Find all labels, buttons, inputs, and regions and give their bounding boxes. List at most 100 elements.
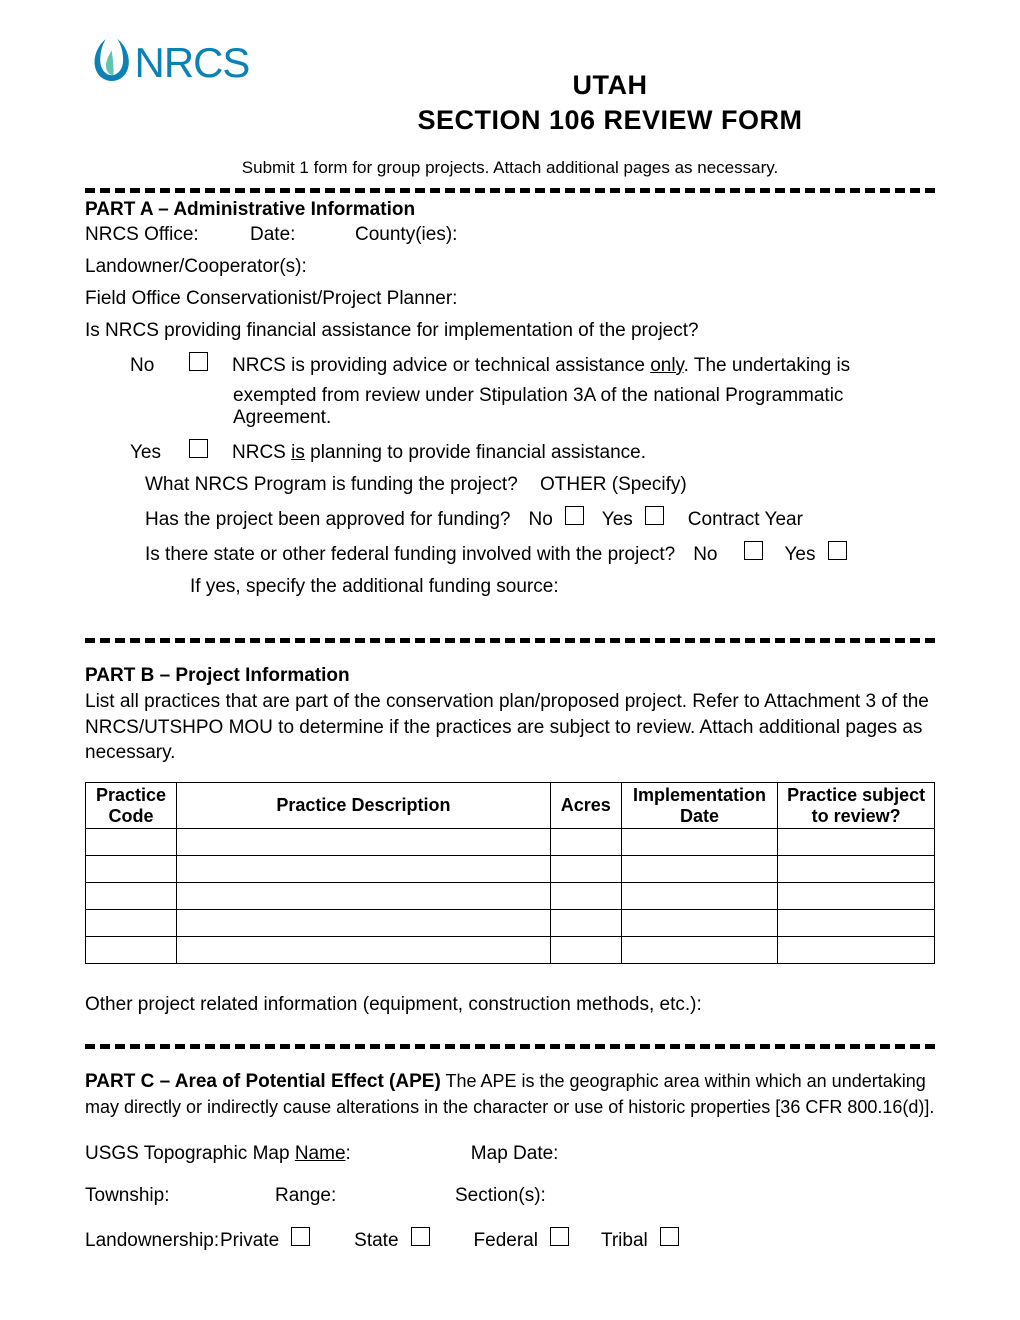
label-tribal: Tribal	[601, 1230, 648, 1252]
label-state: State	[354, 1230, 398, 1252]
label-landowner: Landowner/Cooperator(s):	[85, 256, 307, 278]
table-cell[interactable]	[176, 883, 550, 910]
label-federal: Federal	[474, 1230, 538, 1252]
table-cell[interactable]	[621, 829, 778, 856]
checkbox-federal[interactable]	[550, 1227, 569, 1246]
label-approved-q: Has the project been approved for fundin…	[145, 509, 510, 531]
th-acres: Acres	[550, 782, 621, 828]
divider	[85, 638, 935, 643]
table-cell[interactable]	[176, 910, 550, 937]
table-row	[86, 829, 935, 856]
row-landownership: Landownership: Private State Federal Tri…	[85, 1227, 935, 1252]
row-township: Township: Range: Section(s):	[85, 1185, 935, 1207]
row-no-option-2: exempted from review under Stipulation 3…	[233, 385, 935, 429]
checkbox-tribal[interactable]	[660, 1227, 679, 1246]
svg-text:NRCS: NRCS	[135, 39, 250, 86]
table-cell[interactable]	[550, 910, 621, 937]
label-approved-no: No	[528, 509, 552, 531]
th-date: Implementation Date	[621, 782, 778, 828]
table-cell[interactable]	[176, 856, 550, 883]
label-usgs: USGS Topographic Map Name:	[85, 1143, 351, 1165]
table-cell[interactable]	[86, 910, 177, 937]
checkbox-private[interactable]	[291, 1227, 310, 1246]
th-code: Practice Code	[86, 782, 177, 828]
part-b-other: Other project related information (equip…	[85, 992, 935, 1018]
yes-text: NRCS is planning to provide financial as…	[232, 442, 646, 464]
label-county: County(ies):	[355, 224, 457, 246]
label-contract-year: Contract Year	[688, 509, 803, 531]
th-desc: Practice Description	[176, 782, 550, 828]
no-text: NRCS is providing advice or technical as…	[232, 355, 850, 377]
checkbox-statefund-yes[interactable]	[828, 541, 847, 560]
checkbox-approved-yes[interactable]	[645, 506, 664, 525]
label-range: Range:	[275, 1185, 455, 1207]
table-header-row: Practice Code Practice Description Acres…	[86, 782, 935, 828]
checkbox-no-financial[interactable]	[189, 352, 208, 371]
title-line-2: SECTION 106 REVIEW FORM	[285, 105, 935, 136]
row-yes-option: Yes NRCS is planning to provide financia…	[130, 439, 935, 464]
table-cell[interactable]	[778, 910, 935, 937]
table-cell[interactable]	[550, 856, 621, 883]
part-b-heading: PART B – Project Information	[85, 665, 935, 687]
table-cell[interactable]	[550, 937, 621, 964]
divider	[85, 188, 935, 193]
row-landowner: Landowner/Cooperator(s):	[85, 256, 935, 278]
table-cell[interactable]	[86, 937, 177, 964]
label-program-q: What NRCS Program is funding the project…	[145, 474, 540, 496]
label-planner: Field Office Conservationist/Project Pla…	[85, 288, 457, 310]
checkbox-state[interactable]	[411, 1227, 430, 1246]
table-cell[interactable]	[778, 856, 935, 883]
table-cell[interactable]	[550, 883, 621, 910]
table-cell[interactable]	[176, 937, 550, 964]
table-cell[interactable]	[778, 937, 935, 964]
table-cell[interactable]	[778, 829, 935, 856]
row-approved: Has the project been approved for fundin…	[145, 506, 935, 531]
row-financial-q: Is NRCS providing financial assistance f…	[85, 320, 935, 342]
label-statefund-no: No	[693, 544, 717, 566]
label-landownership: Landownership:	[85, 1230, 220, 1252]
table-cell[interactable]	[176, 829, 550, 856]
row-usgs: USGS Topographic Map Name: Map Date:	[85, 1143, 935, 1165]
table-cell[interactable]	[621, 856, 778, 883]
table-row	[86, 856, 935, 883]
divider	[85, 1044, 935, 1049]
header-row: NRCS UTAH SECTION 106 REVIEW FORM	[85, 30, 935, 136]
table-cell[interactable]	[86, 856, 177, 883]
label-state-funding-q: Is there state or other federal funding …	[145, 544, 675, 566]
label-township: Township:	[85, 1185, 275, 1207]
table-cell[interactable]	[621, 937, 778, 964]
table-cell[interactable]	[550, 829, 621, 856]
label-office: NRCS Office:	[85, 224, 250, 246]
part-b-intro: List all practices that are part of the …	[85, 689, 935, 766]
table-cell[interactable]	[621, 883, 778, 910]
row-planner: Field Office Conservationist/Project Pla…	[85, 288, 935, 310]
practice-table: Practice Code Practice Description Acres…	[85, 782, 935, 964]
checkbox-approved-no[interactable]	[565, 506, 584, 525]
row-if-yes: If yes, specify the additional funding s…	[190, 576, 935, 598]
row-state-funding: Is there state or other federal funding …	[145, 541, 935, 566]
nrcs-logo: NRCS	[85, 30, 285, 95]
checkbox-statefund-no[interactable]	[744, 541, 763, 560]
label-sections: Section(s):	[455, 1185, 546, 1207]
no-text-3: exempted from review under Stipulation 3…	[233, 385, 935, 429]
label-other-spec: OTHER (Specify)	[540, 474, 687, 496]
label-no: No	[130, 355, 185, 377]
label-if-yes: If yes, specify the additional funding s…	[190, 576, 559, 598]
checkbox-yes-financial[interactable]	[189, 439, 208, 458]
row-no-option: No NRCS is providing advice or technical…	[130, 352, 935, 377]
form-page: NRCS UTAH SECTION 106 REVIEW FORM Submit…	[0, 0, 1020, 1320]
label-private: Private	[220, 1230, 279, 1252]
part-c-heading: PART C – Area of Potential Effect (APE)	[85, 1071, 441, 1092]
table-cell[interactable]	[778, 883, 935, 910]
th-review: Practice subject to review?	[778, 782, 935, 828]
title-line-1: UTAH	[285, 70, 935, 101]
label-statefund-yes: Yes	[785, 544, 816, 566]
table-cell[interactable]	[621, 910, 778, 937]
label-date: Date:	[250, 224, 355, 246]
table-cell[interactable]	[86, 829, 177, 856]
table-row	[86, 910, 935, 937]
table-cell[interactable]	[86, 883, 177, 910]
label-financial-q: Is NRCS providing financial assistance f…	[85, 320, 699, 342]
part-c-block: PART C – Area of Potential Effect (APE) …	[85, 1069, 935, 1119]
row-office: NRCS Office: Date: County(ies):	[85, 224, 935, 246]
